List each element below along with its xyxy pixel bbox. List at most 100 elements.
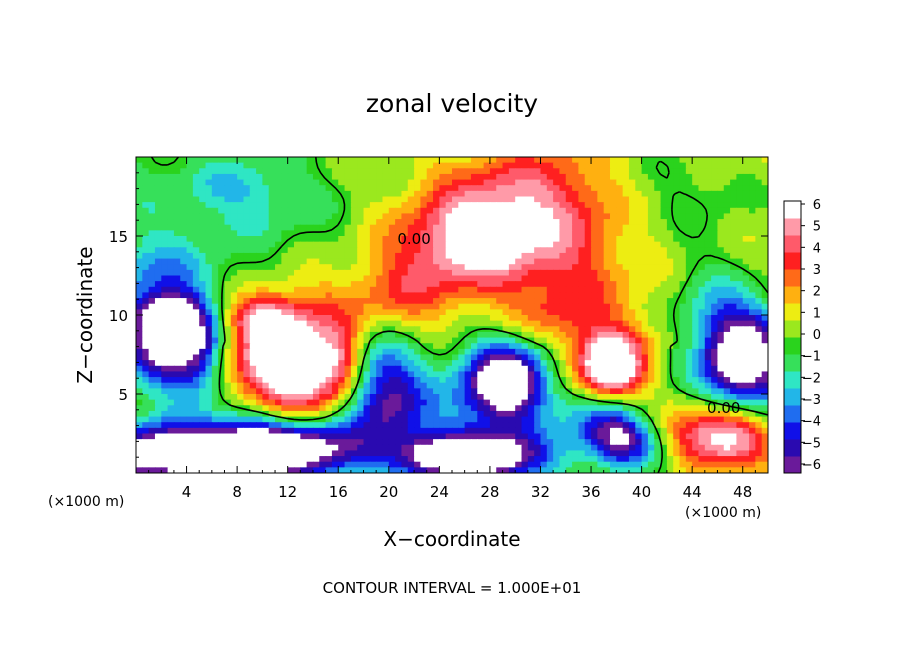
heatmap-cell xyxy=(591,388,598,395)
heatmap-cell xyxy=(281,399,289,406)
heatmap-cell xyxy=(249,269,257,277)
heatmap-cell xyxy=(439,331,447,339)
heatmap-cell xyxy=(369,179,377,186)
heatmap-cell xyxy=(616,213,624,220)
heatmap-cell xyxy=(388,196,396,203)
heatmap-cell xyxy=(591,252,598,260)
heatmap-cell xyxy=(262,275,270,282)
heatmap-cell xyxy=(622,427,630,435)
heatmap-cell xyxy=(161,427,169,435)
heatmap-cell xyxy=(268,410,276,418)
heatmap-cell xyxy=(218,433,226,440)
heatmap-cell xyxy=(685,422,693,429)
heatmap-cell xyxy=(603,207,611,215)
heatmap-cell xyxy=(521,399,529,406)
heatmap-cell xyxy=(161,236,169,243)
heatmap-cell xyxy=(736,275,744,282)
heatmap-cell xyxy=(199,427,207,435)
heatmap-cell xyxy=(641,371,649,378)
heatmap-cell xyxy=(256,354,263,361)
heatmap-cell xyxy=(597,360,605,367)
heatmap-cell xyxy=(458,292,466,299)
heatmap-cell xyxy=(616,427,624,435)
heatmap-cell xyxy=(723,168,731,175)
heatmap-cell xyxy=(136,427,143,435)
heatmap-cell xyxy=(300,331,308,339)
heatmap-cell xyxy=(407,269,415,277)
heatmap-cell xyxy=(426,399,434,406)
heatmap-cell xyxy=(414,348,421,356)
heatmap-cell xyxy=(243,422,251,429)
heatmap-cell xyxy=(268,416,276,423)
heatmap-cell xyxy=(300,377,308,384)
heatmap-cell xyxy=(268,331,276,339)
heatmap-cell xyxy=(584,252,592,260)
heatmap-cell xyxy=(142,190,150,198)
heatmap-cell xyxy=(338,354,346,361)
heatmap-cell xyxy=(673,382,681,389)
heatmap-cell xyxy=(136,230,143,237)
heatmap-cell xyxy=(685,399,693,406)
heatmap-cell xyxy=(142,348,150,356)
heatmap-cell xyxy=(470,410,478,418)
heatmap-cell xyxy=(521,196,529,203)
heatmap-cell xyxy=(173,382,181,389)
heatmap-cell xyxy=(622,264,630,271)
heatmap-cell xyxy=(603,185,611,192)
heatmap-cell xyxy=(591,207,598,215)
heatmap-cell xyxy=(243,286,251,294)
heatmap-cell xyxy=(414,354,421,361)
heatmap-cell xyxy=(508,427,516,435)
heatmap-cell xyxy=(483,269,491,277)
heatmap-cell xyxy=(338,168,346,175)
heatmap-cell xyxy=(692,236,700,243)
heatmap-cell xyxy=(717,264,725,271)
heatmap-cell xyxy=(508,224,516,231)
heatmap-cell xyxy=(470,252,478,260)
heatmap-cell xyxy=(420,247,428,254)
heatmap-cell xyxy=(496,377,504,384)
heatmap-cell xyxy=(420,298,428,305)
heatmap-cell xyxy=(338,309,346,316)
heatmap-cell xyxy=(508,264,516,271)
heatmap-cell xyxy=(685,258,693,265)
heatmap-cell xyxy=(666,207,674,215)
heatmap-cell xyxy=(698,388,706,395)
heatmap-cell xyxy=(294,196,301,203)
heatmap-cell xyxy=(502,394,510,401)
heatmap-cell xyxy=(312,241,320,248)
heatmap-cell xyxy=(736,315,744,322)
heatmap-cell xyxy=(635,258,643,265)
heatmap-cell xyxy=(281,309,289,316)
heatmap-cell xyxy=(628,179,636,186)
heatmap-cell xyxy=(717,309,725,316)
heatmap-cell xyxy=(287,433,295,440)
heatmap-cell xyxy=(452,377,459,384)
heatmap-cell xyxy=(173,394,181,401)
heatmap-cell xyxy=(395,382,403,389)
heatmap-cell xyxy=(508,377,516,384)
heatmap-cell xyxy=(338,410,346,418)
heatmap-cell xyxy=(464,309,472,316)
heatmap-cell xyxy=(350,162,358,169)
heatmap-cell xyxy=(281,365,289,373)
heatmap-cell xyxy=(622,365,630,373)
heatmap-cell xyxy=(572,427,579,435)
heatmap-cell xyxy=(723,410,731,418)
heatmap-cell xyxy=(388,286,396,294)
heatmap-cell xyxy=(211,337,219,344)
heatmap-cell xyxy=(167,252,175,260)
heatmap-cell xyxy=(496,247,504,254)
heatmap-cell xyxy=(344,405,352,412)
heatmap-cell xyxy=(407,162,415,169)
heatmap-cell xyxy=(755,185,763,192)
heatmap-cell xyxy=(243,298,251,305)
heatmap-cell xyxy=(717,394,725,401)
heatmap-cell xyxy=(496,286,504,294)
heatmap-cell xyxy=(142,162,150,169)
heatmap-cell xyxy=(426,207,434,215)
heatmap-cell xyxy=(666,405,674,412)
heatmap-cell xyxy=(508,269,516,277)
heatmap-cell xyxy=(603,190,611,198)
heatmap-cell xyxy=(262,399,270,406)
